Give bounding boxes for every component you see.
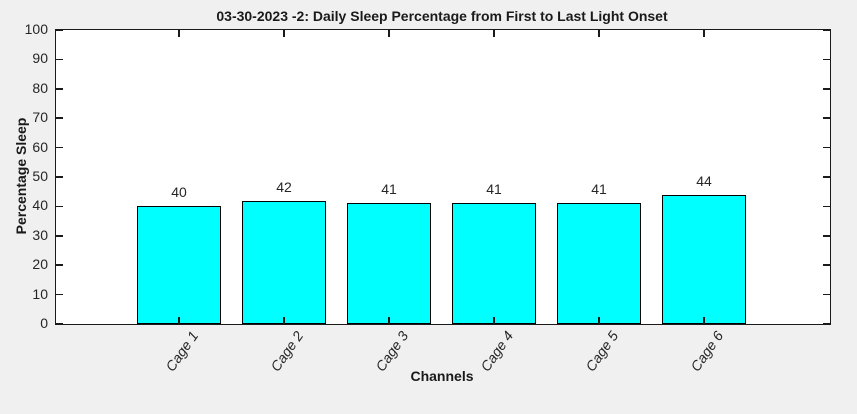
y-tick-label: 0 [40, 315, 48, 331]
y-tick-mark [56, 88, 63, 90]
x-tick-mark [388, 30, 390, 37]
y-tick-mark [56, 323, 63, 325]
y-tick-mark [823, 293, 830, 296]
bar-cage-2[interactable] [242, 200, 326, 324]
x-tick-mark [703, 317, 705, 324]
y-tick-label: 50 [32, 168, 48, 184]
y-tick-label: 30 [32, 226, 48, 243]
y-tick-label: 100 [24, 21, 48, 37]
y-tick-mark [823, 323, 830, 325]
y-tick-mark [56, 264, 63, 266]
y-tick-label: 60 [32, 138, 48, 155]
y-tick-mark [823, 58, 830, 61]
y-tick-label: 10 [32, 285, 48, 302]
x-tick-mark [178, 317, 180, 324]
y-tick-mark [56, 235, 63, 237]
bar-cage-1[interactable] [137, 206, 221, 324]
y-tick-mark [56, 29, 63, 31]
y-tick-label: 70 [32, 109, 48, 126]
y-tick-mark [56, 176, 63, 178]
y-tick-mark [823, 205, 830, 208]
y-tick-label: 20 [32, 256, 48, 273]
x-tick-mark [493, 317, 495, 324]
y-tick-mark [56, 293, 63, 296]
bar-value-label: 41 [591, 181, 607, 198]
x-axis-label: Channels [410, 368, 474, 384]
y-tick-mark [823, 264, 830, 266]
y-tick-label: 40 [32, 197, 48, 214]
bar-value-label: 41 [486, 181, 502, 198]
y-tick-mark [823, 176, 830, 178]
x-tick-mark [493, 30, 495, 37]
bar-value-label: 41 [381, 181, 397, 198]
bar-cage-3[interactable] [347, 203, 431, 324]
chart-title: 03-30-2023 -2: Daily Sleep Percentage fr… [216, 8, 668, 24]
x-tick-mark [178, 30, 180, 37]
bar-cage-5[interactable] [557, 203, 641, 324]
bar-cage-6[interactable] [662, 194, 746, 324]
y-tick-mark [56, 117, 63, 119]
bar-value-label: 44 [696, 172, 712, 189]
x-tick-mark [283, 30, 285, 37]
y-tick-mark [56, 58, 63, 61]
y-tick-label: 90 [32, 50, 48, 67]
x-tick-mark [283, 317, 285, 324]
y-tick-mark [56, 146, 63, 149]
y-tick-mark [56, 205, 63, 208]
plot-area: 40 42 41 41 41 44 [55, 29, 831, 325]
bar-cage-4[interactable] [452, 203, 536, 324]
x-tick-mark [598, 317, 600, 324]
y-tick-mark [823, 146, 830, 149]
x-tick-mark [598, 30, 600, 37]
y-tick-mark [823, 88, 830, 90]
y-tick-mark [823, 235, 830, 237]
y-tick-label: 80 [32, 79, 48, 96]
x-tick-mark [388, 317, 390, 324]
y-tick-mark [823, 117, 830, 119]
x-tick-mark [703, 30, 705, 37]
bar-value-label: 40 [171, 184, 187, 201]
bar-value-label: 42 [276, 178, 292, 195]
y-tick-mark [823, 29, 830, 31]
